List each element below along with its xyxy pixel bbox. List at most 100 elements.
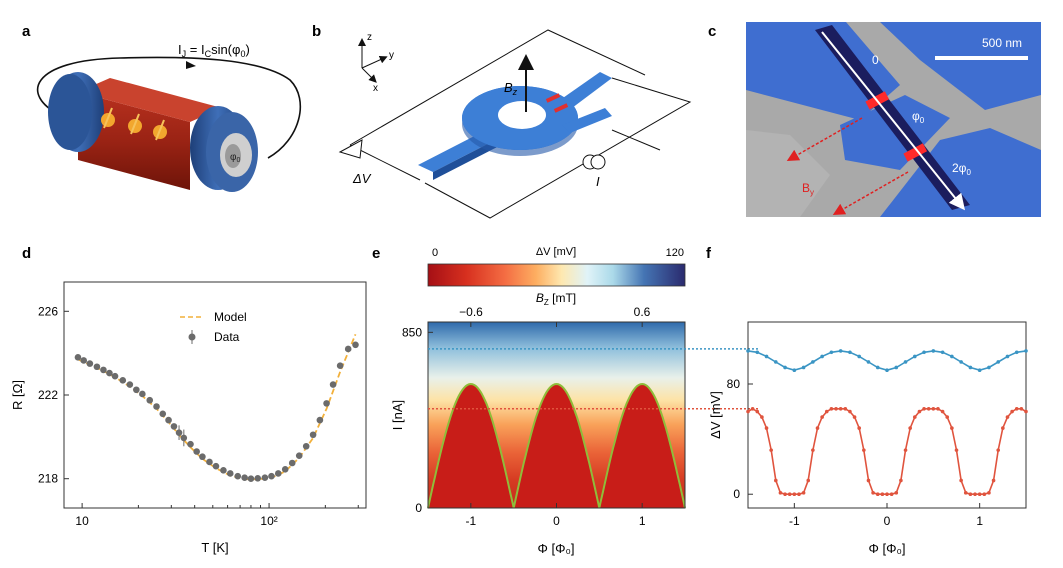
red-series-point xyxy=(922,407,926,411)
blue-series-point xyxy=(1024,349,1028,353)
red-series-point xyxy=(811,448,815,452)
current-loop-wire xyxy=(36,56,302,159)
red-series-point xyxy=(750,407,755,411)
colorbar-label: ΔV [mV] xyxy=(536,246,576,258)
red-series-point xyxy=(774,478,778,483)
red-series-point xyxy=(973,492,977,497)
plot-d-ylabel: R [Ω] xyxy=(10,380,25,410)
red-series-point xyxy=(857,426,861,430)
circuit-wire-right xyxy=(611,129,661,151)
top-axis-label: BZ [mT] xyxy=(536,291,576,307)
red-series-point xyxy=(746,409,750,414)
x-tick-label: -1 xyxy=(789,514,800,528)
data-point xyxy=(261,474,269,481)
data-point xyxy=(100,366,107,374)
data-point xyxy=(206,458,213,466)
red-series-point xyxy=(769,448,773,452)
red-series-point xyxy=(945,415,950,419)
blue-series-point xyxy=(801,365,806,370)
data-points xyxy=(74,341,359,483)
blue-series-line xyxy=(747,350,1027,372)
x-axis-label: x xyxy=(373,83,378,94)
blue-series-point xyxy=(866,360,871,364)
data-point xyxy=(281,465,289,473)
y-tick-label: 226 xyxy=(38,304,58,318)
data-point xyxy=(153,403,160,410)
data-point xyxy=(175,429,183,436)
blue-series-point xyxy=(922,350,926,355)
red-series-point xyxy=(1024,409,1028,414)
y-tick-label: 218 xyxy=(38,472,58,486)
spin-arrow-icon xyxy=(155,119,165,141)
legend-data-swatch xyxy=(188,333,196,341)
legend-model-label: Model xyxy=(214,310,247,324)
device-right-lead-top xyxy=(560,72,612,108)
plot-f-xlabel: Φ [Φ₀] xyxy=(869,541,906,556)
panel-c-letter: c xyxy=(708,23,716,40)
data-point xyxy=(234,472,242,480)
red-series-point xyxy=(880,492,885,497)
red-series-point xyxy=(889,492,894,497)
red-series-point xyxy=(820,415,824,419)
sem-junction-2 xyxy=(903,143,928,162)
blue-series-point xyxy=(903,360,908,364)
josephson-relation: IJ = ICsin(φ0) xyxy=(178,42,250,59)
phase-phi-label: φ0 xyxy=(912,109,925,125)
voltmeter-icon xyxy=(338,139,363,159)
top-tick-neg: −0.6 xyxy=(459,305,483,319)
blue-series-point xyxy=(792,368,797,373)
blue-series-point xyxy=(764,354,769,359)
model-line xyxy=(77,333,357,481)
data-point xyxy=(111,372,119,380)
colorbar-tick-min: 0 xyxy=(432,247,438,259)
red-series-point xyxy=(852,415,857,419)
phase-dial-inner xyxy=(225,144,241,168)
red-series-point xyxy=(806,478,811,483)
blue-series-point xyxy=(940,350,945,355)
red-series-point xyxy=(968,492,973,497)
field-label: Bz xyxy=(504,80,518,97)
red-series-point xyxy=(801,491,806,495)
blue-series-point xyxy=(875,365,880,370)
field-y-arrow-1 xyxy=(786,117,863,161)
sem-channel-arrow xyxy=(821,31,966,211)
red-series-point xyxy=(926,407,931,411)
red-series-line xyxy=(747,407,1027,495)
red-series-point xyxy=(862,448,866,452)
red-series-point xyxy=(815,426,820,430)
y-tick-label: 80 xyxy=(727,377,741,391)
blue-series-point xyxy=(931,349,936,353)
blue-series-point xyxy=(811,360,815,364)
data-point xyxy=(212,462,220,470)
red-series-point xyxy=(871,491,875,495)
red-series-point xyxy=(760,415,764,419)
data-point xyxy=(86,360,94,367)
phase-label: φ0 xyxy=(230,152,240,164)
colorbar xyxy=(427,263,686,287)
device-ring-hole xyxy=(498,101,546,129)
panel-a-letter: a xyxy=(22,23,31,40)
legend-data-label: Data xyxy=(214,330,240,344)
red-series-point xyxy=(899,478,903,483)
top-tick-pos: 0.6 xyxy=(634,305,651,319)
red-series-point xyxy=(787,492,792,497)
spin-icons xyxy=(101,107,167,141)
data-point xyxy=(247,475,255,483)
red-series-point xyxy=(987,491,991,495)
red-series-point xyxy=(797,492,801,497)
blue-series-point xyxy=(913,354,917,359)
left-electrode-face xyxy=(48,74,92,150)
plot-f-ylabel: ΔV [mV] xyxy=(708,391,723,439)
current-direction-arrow xyxy=(186,61,196,69)
blue-series-point xyxy=(848,350,852,355)
red-series-point xyxy=(848,409,852,414)
red-series-point xyxy=(894,491,899,495)
red-series-point xyxy=(1010,409,1014,414)
field-y-label: By xyxy=(802,181,814,197)
current-source-icon-b xyxy=(590,154,606,170)
phase-2phi-label: 2φ0 xyxy=(952,161,971,177)
data-point xyxy=(329,381,337,388)
data-point xyxy=(254,474,262,482)
data-point xyxy=(133,386,140,394)
